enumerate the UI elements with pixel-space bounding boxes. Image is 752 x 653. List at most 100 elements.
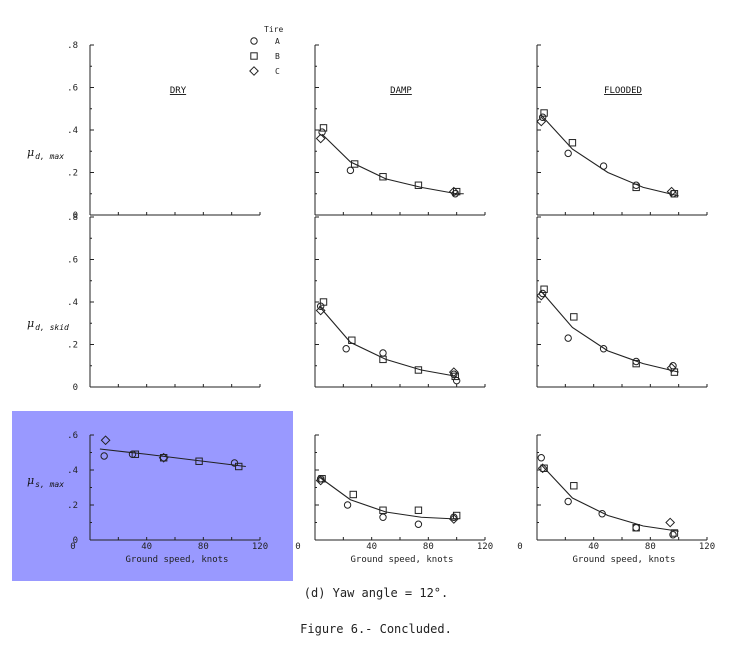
panel-r2-dry-y-tick-label-0: 0 bbox=[73, 536, 78, 546]
panel-r1-dry-y-tick-label-1: .2 bbox=[67, 341, 78, 351]
panel-r1-dry-y-tick-label-0: 0 bbox=[73, 383, 78, 393]
panel-r2-damp-x-tick-label-0: 0 bbox=[295, 542, 300, 552]
panel-r0-damp-point-square-1 bbox=[350, 160, 359, 168]
panel-r2-dry-point-square-3 bbox=[235, 462, 243, 471]
panel-r2-flooded-point-circle-0 bbox=[537, 454, 545, 462]
panel-r2-damp-x-label: Ground speed, knots bbox=[351, 555, 454, 565]
panel-r2-dry-x-label: Ground speed, knots bbox=[126, 555, 229, 565]
legend-marker-a bbox=[250, 37, 258, 45]
panel-r1-flooded-point-circle-1 bbox=[564, 334, 572, 342]
panel-r1-damp-point-diamond-0 bbox=[315, 305, 326, 316]
panel-r1-damp-fit-curve bbox=[318, 305, 457, 377]
column-title-flooded: FLOODED bbox=[604, 86, 642, 96]
panel-r2-flooded-point-square-2 bbox=[632, 524, 640, 532]
legend-label-a: A bbox=[275, 37, 280, 46]
legend-marker-b bbox=[250, 52, 258, 60]
panel-r1-damp-point-circle-2 bbox=[379, 349, 387, 357]
panel-r2-flooded-x-tick-label-120: 120 bbox=[699, 542, 715, 552]
column-title-dry: DRY bbox=[170, 86, 187, 96]
panel-r0-flooded-point-square-0 bbox=[540, 109, 548, 117]
panel-r2-flooded-point-circle-4 bbox=[669, 531, 677, 539]
panel-r1-flooded-point-diamond-0 bbox=[536, 290, 547, 301]
panel-r0-damp-point-square-4 bbox=[452, 187, 461, 196]
panel-r0-damp-point-diamond-0 bbox=[315, 133, 326, 144]
panel-r0-dry-y-tick-label-3: .6 bbox=[67, 84, 78, 94]
panel-r1-damp-point-square-3 bbox=[414, 366, 423, 374]
panel-r1-damp-point-square-2 bbox=[379, 355, 387, 364]
panel-r1-damp-point-square-1 bbox=[348, 336, 356, 344]
panel-r1-damp-point-diamond-1 bbox=[448, 367, 459, 378]
legend-label-c: C bbox=[275, 67, 280, 76]
panel-r2-damp-point-square-3 bbox=[414, 506, 423, 514]
panel-r2-flooded-point-circle-3 bbox=[632, 524, 640, 532]
panel-r2-damp-point-square-1 bbox=[349, 490, 357, 499]
panel-r2-flooded-x-label: Ground speed, knots bbox=[573, 555, 676, 565]
panel-r0-dry-y-tick-label-2: .4 bbox=[67, 126, 78, 136]
highlight-region bbox=[12, 411, 293, 581]
panel-r2-flooded-x-tick-label-0: 0 bbox=[517, 542, 522, 552]
panel-r2-dry-x-tick-label-80: 80 bbox=[198, 542, 209, 552]
panel-r2-dry-y-tick-label-2: .4 bbox=[67, 466, 78, 476]
panel-r1-dry-y-tick-label-4: .8 bbox=[67, 213, 78, 223]
panel-r2-dry-fit-curve bbox=[99, 448, 246, 468]
panel-r1-damp-point-circle-1 bbox=[342, 345, 350, 353]
panel-r2-dry-point-diamond-1 bbox=[158, 452, 169, 463]
panel-r2-damp-point-diamond-0 bbox=[315, 475, 326, 486]
panel-r0-damp-point-square-3 bbox=[414, 181, 423, 189]
panel-r1-flooded-point-diamond-1 bbox=[666, 362, 677, 373]
panel-r1-dry-y-tick-label-2: .4 bbox=[67, 298, 78, 308]
panel-r1-damp-point-circle-4 bbox=[452, 376, 461, 385]
panel-r0-flooded-point-diamond-1 bbox=[666, 186, 677, 197]
panel-r0-flooded-point-circle-0 bbox=[538, 113, 547, 121]
panel-r2-flooded-x-tick-label-40: 40 bbox=[588, 542, 599, 552]
panel-r2-dry-y-tick-label-3: .6 bbox=[67, 431, 78, 441]
panel-r0-dry-y-tick-label-4: .8 bbox=[67, 41, 78, 51]
panel-r1-damp-point-square-4 bbox=[451, 372, 459, 381]
panel-r0-dry-y-tick-label-1: .2 bbox=[67, 169, 78, 179]
panel-r2-damp-point-circle-3 bbox=[414, 520, 423, 528]
panel-r2-damp-fit-curve bbox=[318, 476, 457, 520]
panel-r2-flooded-point-square-3 bbox=[670, 529, 679, 537]
panel-r2-dry-point-square-0 bbox=[131, 450, 140, 458]
panel-r1-damp-point-square-0 bbox=[319, 298, 328, 306]
column-title-damp: DAMP bbox=[390, 86, 412, 96]
panel-r0-flooded-point-diamond-0 bbox=[536, 116, 547, 127]
panel-r2-damp-x-tick-label-120: 120 bbox=[477, 542, 493, 552]
panel-r0-flooded-point-circle-1 bbox=[564, 149, 572, 158]
panel-r2-dry-y-tick-label-1: .2 bbox=[67, 501, 78, 511]
panel-r2-dry-x-tick-label-0: 0 bbox=[70, 542, 75, 552]
panel-r2-damp-point-circle-1 bbox=[343, 501, 352, 509]
panel-r2-dry-x-tick-label-120: 120 bbox=[252, 542, 268, 552]
legend-marker-c bbox=[249, 66, 259, 76]
panel-r2-damp-point-square-2 bbox=[379, 506, 387, 514]
panel-r1-flooded-point-square-2 bbox=[632, 359, 640, 368]
panel-r0-dry-y-tick-label-0: 0 bbox=[73, 211, 78, 221]
panel-r1-flooded-point-square-0 bbox=[540, 285, 548, 293]
panel-r2-damp-x-tick-label-40: 40 bbox=[366, 542, 377, 552]
legend-title: Tire bbox=[264, 25, 283, 34]
panel-r0-damp-point-square-0 bbox=[319, 124, 328, 132]
panel-r2-flooded-point-square-1 bbox=[570, 482, 578, 490]
panel-r1-flooded-point-circle-2 bbox=[599, 345, 608, 353]
panel-r2-flooded-point-circle-2 bbox=[598, 510, 606, 518]
panel-r2-flooded-x-tick-label-80: 80 bbox=[645, 542, 656, 552]
panel-r2-dry-point-circle-0 bbox=[100, 452, 108, 460]
panel-r2-dry-point-square-2 bbox=[195, 457, 203, 465]
legend-label-b: B bbox=[275, 52, 280, 61]
panel-r0-flooded-point-square-1 bbox=[568, 139, 577, 147]
panel-r2-damp-x-tick-label-80: 80 bbox=[423, 542, 434, 552]
panel-r2-dry-point-square-1 bbox=[159, 454, 168, 462]
panel-r2-dry-x-tick-label-40: 40 bbox=[141, 542, 152, 552]
panel-r0-flooded-point-circle-2 bbox=[599, 162, 608, 170]
panel-r2-damp-point-diamond-1 bbox=[448, 514, 459, 524]
panel-r0-flooded-fit-curve bbox=[540, 114, 679, 197]
panel-r2-flooded-point-diamond-1 bbox=[665, 517, 676, 528]
panel-r0-damp-point-circle-1 bbox=[346, 166, 355, 175]
panel-r1-dry-y-tick-label-3: .6 bbox=[67, 256, 78, 266]
panel-r0-damp-point-square-2 bbox=[379, 173, 387, 181]
row-label-0: μd, max bbox=[27, 146, 64, 161]
panel-r0-damp-point-diamond-1 bbox=[448, 186, 459, 197]
panel-r1-flooded-fit-curve bbox=[540, 291, 679, 373]
panel-r0-flooded-point-square-2 bbox=[632, 183, 640, 192]
